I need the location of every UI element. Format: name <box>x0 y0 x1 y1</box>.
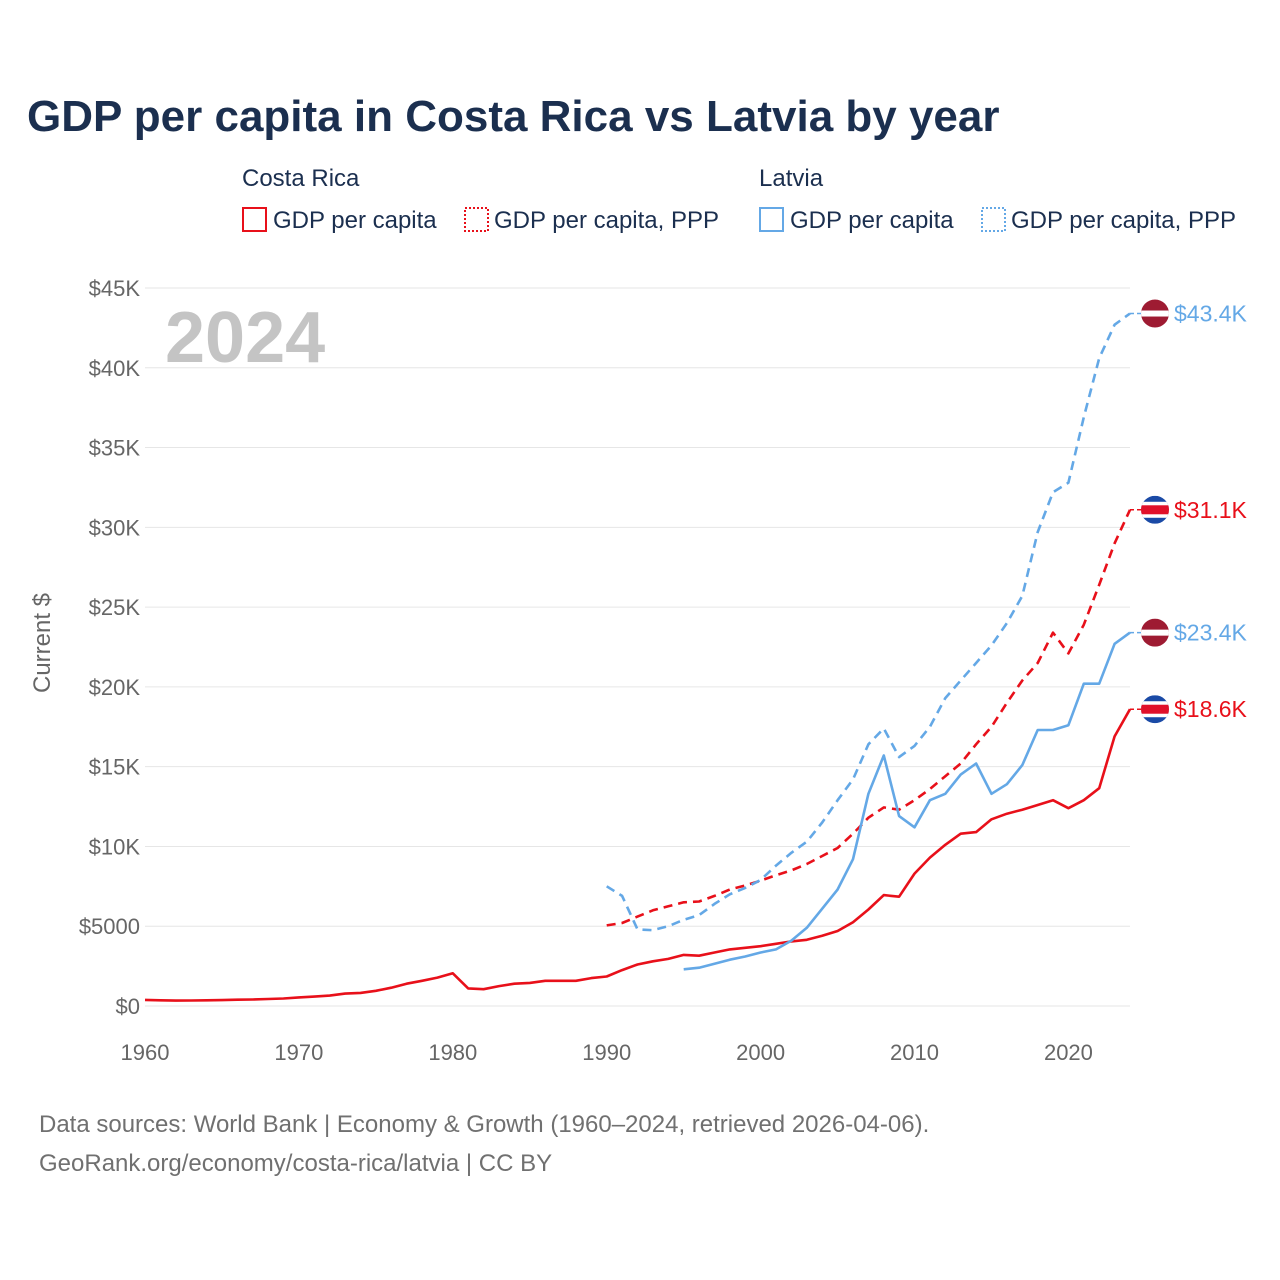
series-end-markers: $18.6K $31.1K $23.4K $43.4K <box>1130 299 1248 724</box>
x-tick-label: 1980 <box>428 1040 477 1065</box>
end-value-label: $18.6K <box>1174 696 1248 722</box>
legend-country-latvia: Latvia <box>759 165 824 192</box>
series-line-costa-rica-gdp-per-capita <box>144 708 1132 1002</box>
source-footer: Data sources: World Bank | Economy & Gro… <box>39 1111 929 1177</box>
latvia-flag-icon <box>1141 618 1169 647</box>
series-line-costa-rica-gdp-per-capita-ppp <box>606 509 1132 927</box>
y-tick-label: $40K <box>89 356 141 381</box>
legend-label-latvia-gdp: GDP per capita <box>790 207 954 234</box>
source-line-1: Data sources: World Bank | Economy & Gro… <box>39 1111 929 1138</box>
y-tick-label: $15K <box>89 755 141 780</box>
legend-swatch-costa-rica-ppp <box>464 207 489 232</box>
year-watermark: 2024 <box>165 298 325 378</box>
legend-label-latvia-ppp: GDP per capita, PPP <box>1011 207 1236 234</box>
x-tick-label: 2020 <box>1044 1040 1093 1065</box>
y-tick-label: $20K <box>89 675 141 700</box>
series-line-latvia-gdp-per-capita <box>683 631 1131 971</box>
legend-latvia: Latvia GDP per capita GDP per capita, PP… <box>759 165 1236 234</box>
x-tick-label: 1970 <box>274 1040 323 1065</box>
gridlines <box>145 287 1130 1007</box>
y-tick-label: $0 <box>116 994 140 1019</box>
costa-rica-flag-icon <box>1141 495 1169 524</box>
legend-country-costa-rica: Costa Rica <box>242 165 360 192</box>
x-tick-label: 2000 <box>736 1040 785 1065</box>
x-axis-ticks: 1960 1970 1980 1990 2000 2010 2020 <box>121 1040 1093 1065</box>
y-tick-label: $35K <box>89 436 141 461</box>
legend-swatch-latvia-gdp <box>759 207 784 232</box>
x-tick-label: 1990 <box>582 1040 631 1065</box>
end-value-label: $23.4K <box>1174 620 1248 646</box>
legend-swatch-costa-rica-gdp <box>242 207 267 232</box>
latvia-flag-icon <box>1141 299 1169 328</box>
y-tick-label: $10K <box>89 834 141 859</box>
series-lines <box>144 312 1132 1002</box>
series-line-latvia-gdp-per-capita-ppp <box>606 312 1131 932</box>
end-value-label: $43.4K <box>1174 301 1248 327</box>
y-tick-label: $5000 <box>79 914 140 939</box>
legend-label-costa-rica-ppp: GDP per capita, PPP <box>494 207 719 234</box>
legend-swatch-latvia-ppp <box>981 207 1006 232</box>
legend-label-costa-rica-gdp: GDP per capita <box>273 207 437 234</box>
x-tick-label: 2010 <box>890 1040 939 1065</box>
y-axis-label: Current $ <box>29 593 56 693</box>
chart-title: GDP per capita in Costa Rica vs Latvia b… <box>27 92 1000 141</box>
x-tick-label: 1960 <box>121 1040 170 1065</box>
y-tick-label: $25K <box>89 595 141 620</box>
y-tick-label: $45K <box>89 276 141 301</box>
legend-costa-rica: Costa Rica GDP per capita GDP per capita… <box>242 165 719 234</box>
source-line-2: GeoRank.org/economy/costa-rica/latvia | … <box>39 1150 552 1177</box>
y-tick-label: $30K <box>89 515 141 540</box>
costa-rica-flag-icon <box>1141 695 1169 724</box>
end-value-label: $31.1K <box>1174 497 1248 523</box>
y-axis-ticks: $0 $5000 $10K $15K $20K $25K $30K $35K $40K $45K <box>79 276 141 1019</box>
